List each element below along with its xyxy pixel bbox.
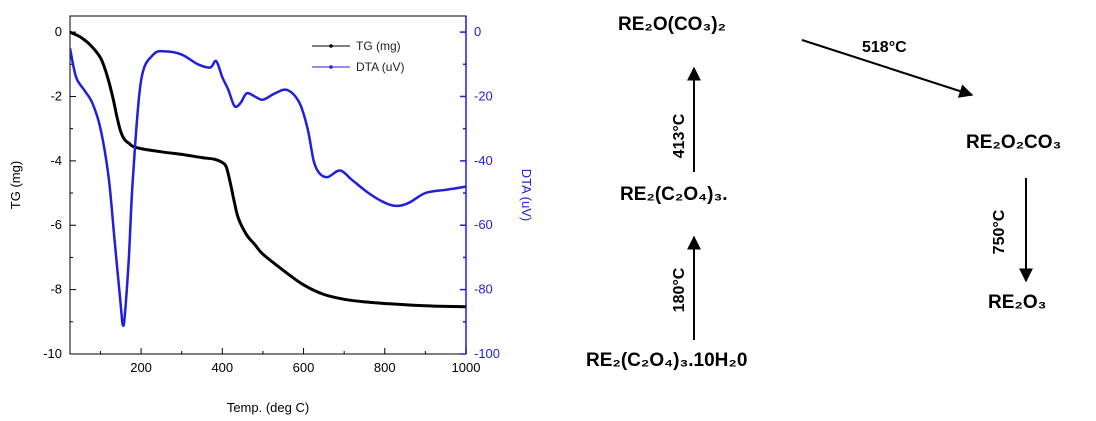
temp-step2: 413°C [671,113,688,158]
tg-series-line [70,30,466,309]
node-hydrate: RE₂(C₂O₄)₃.10H₂0 [586,350,747,371]
tg-dta-chart: 200 400 600 800 10000-2-4-6-8-100-20-40-60-8… [8,15,534,415]
y-right-tick-label: -40 [474,153,493,168]
y-right-tick-label: -80 [474,282,493,297]
legend-marker-tg [329,44,333,48]
y-right-tick-label: -20 [474,88,493,103]
y-axis-left-title: TG (mg) [8,161,23,209]
y-right-tick-label: -100 [474,346,500,361]
legend-item-dta: DTA (uV) [312,60,404,74]
y-left-tick-label: -8 [50,282,62,297]
legend-label-dta: DTA (uV) [356,60,404,74]
y-left-tick-label: -2 [50,88,62,103]
x-tick-label: 800 [374,360,396,375]
x-tick-label: 200 [130,360,152,375]
temp-step1: 180°C [671,267,688,312]
y-left-tick-label: 0 [55,24,62,39]
legend-item-tg: TG (mg) [312,39,401,53]
y-left-tick-label: -4 [50,153,62,168]
x-tick-label: 600 [293,360,315,375]
x-tick-label: 1000 [452,360,481,375]
y-axis-right-title: DTA (uV) [519,169,534,222]
y-left-tick-label: -6 [50,217,62,232]
legend-marker-dta [329,65,333,69]
legend-label-tg: TG (mg) [356,39,401,53]
arrow-step3 [801,39,974,98]
node-oxycarbonate: RE₂O₂CO₃ [966,132,1061,153]
decomposition-scheme: RE₂O(CO₃)₂ RE₂O₂CO₃ RE₂(C₂O₄)₃. RE₂O₃ RE… [586,14,1061,371]
temp-step4: 750°C [991,209,1008,254]
x-axis-title: Temp. (deg C) [227,400,309,415]
legend: TG (mg) DTA (uV) [312,39,404,74]
dta-series-line [70,47,466,328]
node-oxalate: RE₂(C₂O₄)₃. [620,184,728,205]
temp-step3: 518°C [862,39,907,56]
y-right-tick-label: -60 [474,217,493,232]
node-oxide: RE₂O₃ [988,292,1046,313]
x-tick-label: 400 [211,360,233,375]
y-right-tick-label: 0 [474,24,481,39]
node-dioxycarbonate: RE₂O(CO₃)₂ [618,14,726,35]
y-left-tick-label: -10 [43,346,62,361]
